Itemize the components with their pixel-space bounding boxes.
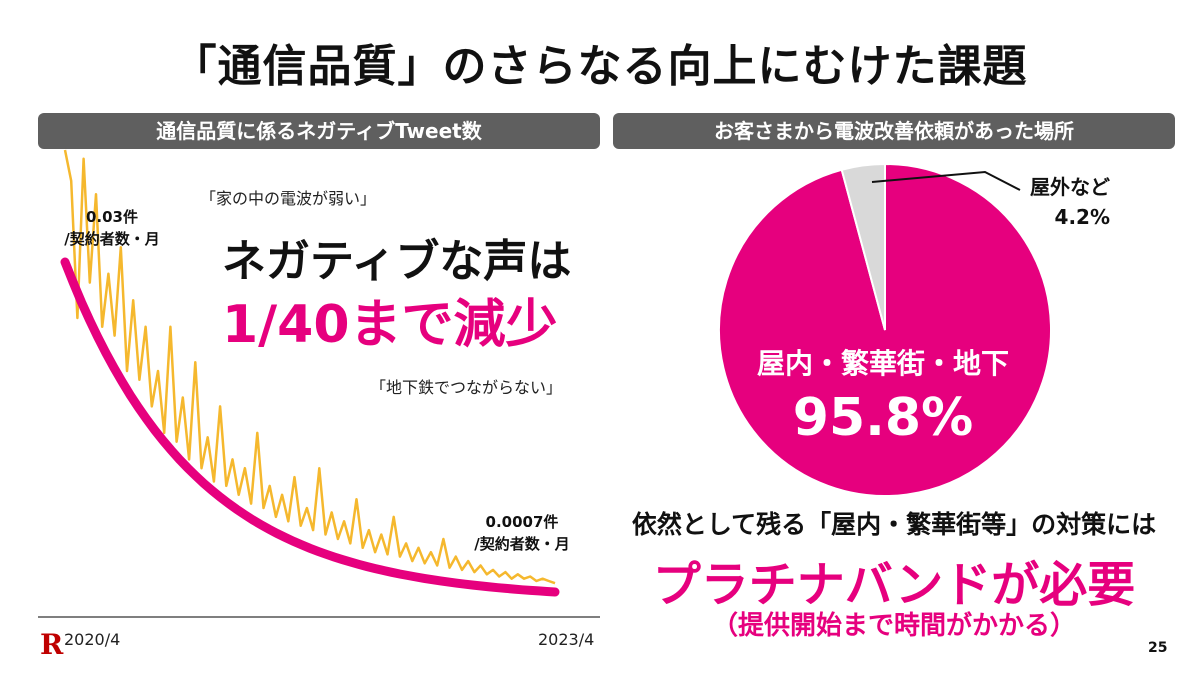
end-unit: /契約者数・月 <box>474 535 570 553</box>
headline-negative: ネガティブな声は <box>222 236 572 287</box>
pie-slice-label-outdoor: 屋外など <box>1030 175 1110 199</box>
start-value-label: 0.03件 /契約者数・月 <box>52 206 172 250</box>
pie-outside-label: 屋外など 4.2% <box>1000 172 1110 232</box>
tweet-line-chart <box>60 149 560 597</box>
platinum-band-headline: プラチナバンドが必要 <box>652 557 1136 613</box>
countermeasure-note: 依然として残る「屋内・繁華街等」の対策には <box>631 510 1157 539</box>
pie-slice-label-indoor: 屋内・繁華街・地下 <box>756 347 1009 380</box>
start-value: 0.03件 <box>85 208 138 226</box>
quote-subway: 「地下鉄でつながらない」 <box>370 378 563 397</box>
pie-slice-outdoor <box>840 162 886 331</box>
pie-slice-value-indoor: 95.8% <box>792 388 974 448</box>
tweet-chart-header: 通信品質に係るネガティブTweet数 <box>38 113 600 149</box>
x-axis-start-label: 2020/4 <box>64 630 121 649</box>
trend-decay-line <box>60 257 560 597</box>
x-axis-end-label: 2023/4 <box>538 630 595 649</box>
page-number: 25 <box>1148 640 1168 656</box>
pie-leader-line <box>871 170 1021 191</box>
location-pie-chart <box>718 162 1052 497</box>
page-title: 「通信品質」のさらなる向上にむけた課題 <box>172 41 1028 92</box>
rakuten-logo-icon: R <box>40 628 64 661</box>
quote-home-signal: 「家の中の電波が弱い」 <box>200 189 377 208</box>
end-value-label: 0.0007件 /契約者数・月 <box>462 511 582 555</box>
pie-chart-header: お客さまから電波改善依頼があった場所 <box>613 113 1175 149</box>
start-unit: /契約者数・月 <box>64 230 160 248</box>
timeline-caveat: （提供開始まで時間がかかる） <box>711 611 1076 641</box>
end-value: 0.0007件 <box>485 513 559 531</box>
pie-slice-value-outdoor: 4.2% <box>1054 205 1110 229</box>
headline-reduction: 1/40まで減少 <box>222 295 558 355</box>
tweet-count-series-line <box>63 149 556 585</box>
